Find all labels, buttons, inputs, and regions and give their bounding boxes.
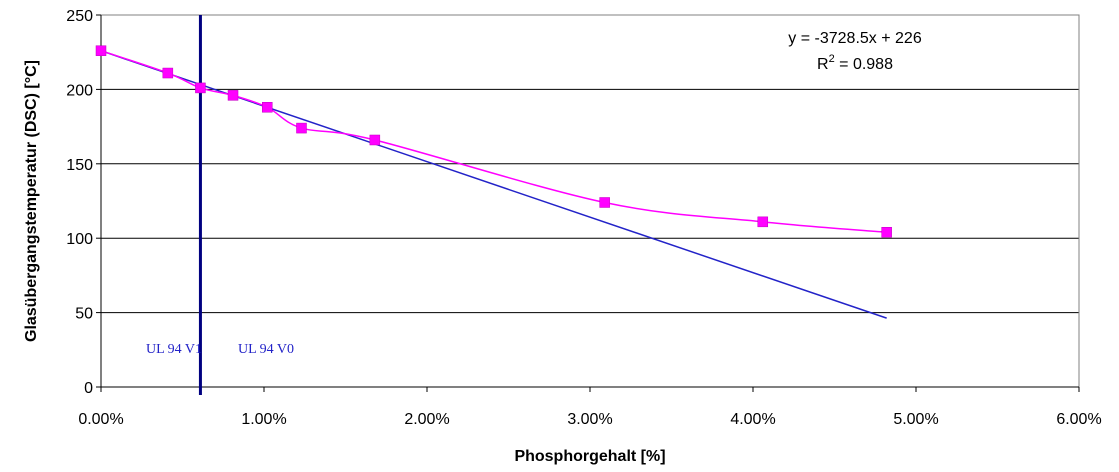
data-point [95, 45, 107, 56]
data-point [262, 102, 273, 113]
series-group [95, 45, 892, 238]
trendline-group [100, 50, 887, 319]
equation-label: y = -3728.5x + 226 [788, 30, 922, 47]
data-point [881, 226, 892, 238]
trendline [100, 50, 887, 319]
y-tick-label: 0 [84, 380, 93, 397]
r-squared-label: R2 = 0.988 [817, 53, 893, 73]
data-point [162, 67, 174, 79]
x-tick-label: 1.00% [241, 411, 286, 428]
y-tick-label: 100 [66, 231, 93, 248]
data-point [757, 216, 769, 228]
x-tick-label: 3.00% [567, 411, 612, 428]
y-tick-label: 150 [66, 157, 93, 174]
gridlines [101, 88, 1079, 314]
data-point [296, 122, 307, 134]
zone-label-v1: UL 94 V1 [146, 342, 202, 357]
data-point [227, 90, 239, 101]
r-squared-exponent: 2 [829, 53, 835, 65]
y-tick-label: 250 [66, 8, 93, 25]
x-tick-label: 0.00% [78, 411, 123, 428]
x-tick-label: 2.00% [404, 411, 449, 428]
plot-area-border [100, 14, 1080, 388]
y-axis-title: Glasübergangstemperatur (DSC) [°C] [23, 60, 40, 342]
x-tick-label: 4.00% [730, 411, 775, 428]
y-tick-label: 200 [66, 82, 93, 99]
r-squared-value: = 0.988 [835, 56, 893, 73]
x-tick-label: 5.00% [893, 411, 938, 428]
x-tick-label: 6.00% [1056, 411, 1101, 428]
data-point [599, 197, 610, 208]
y-tick-label: 50 [75, 306, 93, 323]
x-axis-title: Phosphorgehalt [%] [514, 448, 665, 465]
series-line [100, 50, 887, 233]
r-squared-prefix: R [817, 56, 829, 73]
zone-label-v0: UL 94 V0 [238, 342, 294, 357]
axis-ticks: 0 50 100 150 200 250 0.00% 1.00% 2.00% 3.00% 4.00%… [66, 8, 1101, 428]
data-point [195, 82, 206, 94]
data-point [369, 134, 381, 146]
